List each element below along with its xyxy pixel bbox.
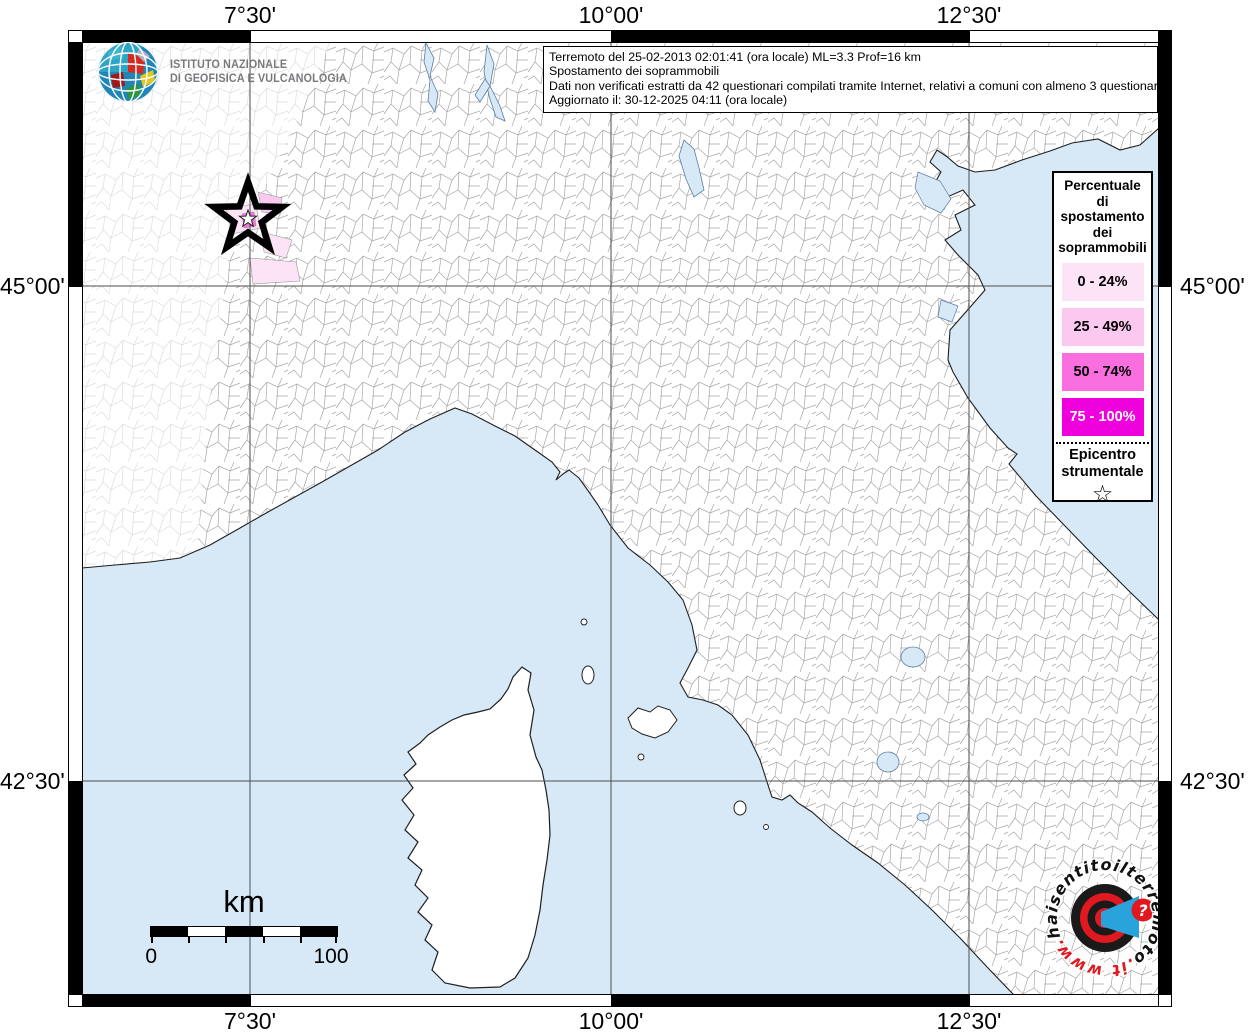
legend-class-25-49: 25 - 49% [1061,307,1144,346]
ingv-logo: ISTITUTO NAZIONALE DI GEOFISICA E VULCAN… [96,40,360,104]
neatline-segment [969,30,1159,43]
axis-label-bottom-lon3: 12°30' [936,1008,1002,1034]
axis-label-left-lat1: 45°00' [0,273,65,299]
axis-label-left-lat2: 42°30' [0,768,65,794]
neatline-segment [68,781,83,994]
region-france-sparse [82,43,330,566]
lake-vico [916,812,930,822]
island-pianosa [637,753,645,761]
legend-class-75-100: 75 - 100% [1061,397,1144,436]
map-canvas: ? www.haisentitoilterremoto.it [82,43,1158,994]
neatline-segment [68,286,83,782]
axis-label-right-lat1: 45°00' [1180,273,1245,299]
event-info-box: Terremoto del 25-02-2013 02:01:41 (ora l… [543,46,1165,113]
legend-divider [1056,441,1149,444]
neatline-segment [611,994,970,1007]
neatline-corner-tl [68,30,83,43]
scale-bar: km 0 100 [145,884,348,971]
ingv-globe-icon [98,42,158,102]
axis-label-bottom-lon1: 7°30' [224,1008,276,1034]
institute-name: ISTITUTO NAZIONALE DI GEOFISICA E VULCAN… [170,58,347,86]
affected-municipality [249,257,301,285]
scale-bar-segments [150,926,338,943]
svg-text:?: ? [1138,901,1147,920]
lake-bolsena [876,751,900,773]
neatline-corner-tr [1158,30,1172,43]
axis-label-top-lon1: 7°30' [224,2,276,28]
scale-bar-unit: km [223,884,265,919]
island-corsica [401,666,551,989]
neatline-segment [250,994,612,1007]
lake-garda [678,139,705,198]
institute-name-line2: DI GEOFISICA E VULCANOLOGIA [170,73,347,85]
scale-bar-end-label: 100 [313,945,349,968]
island-giglio [733,800,747,816]
epicenter-legend-label-line1: Epicentro [1069,446,1136,463]
legend-class-0-24: 0 - 24% [1061,262,1144,301]
lake-maggiore [423,43,439,114]
epicenter-legend-label-line2: strumentale [1061,463,1144,480]
neatline-segment [1158,286,1172,782]
neatline-segment [611,30,970,43]
island-capraia [581,665,595,685]
lagoon-venezia [914,171,952,214]
neatline-segment [82,994,251,1007]
axis-label-top-lon3: 12°30' [936,2,1002,28]
lake-trasimeno [900,646,926,668]
event-summary-line: Terremoto del 25-02-2013 02:01:41 (ora l… [549,50,921,64]
lagoon-comacchio [937,299,959,323]
axis-label-top-lon2: 10°00' [578,2,644,28]
data-disclaimer-line: Dati non verificati estratti da 42 quest… [549,78,1165,93]
epicenter-legend-star-icon: ☆ [1091,480,1114,508]
lake-como-branch [474,78,491,103]
epicenter-star-icon [204,172,292,256]
legend-title: Percentuale di spostamento dei soprammob… [1058,178,1147,255]
updated-at-line: Aggiornato il: 30-12-2025 04:11 (ora loc… [549,93,788,108]
neatline-corner-bl [68,994,83,1007]
neatline-segment [1158,781,1172,994]
megaphone-icon [1101,896,1139,938]
neatline-segment [969,994,1159,1007]
legend-panel: Percentuale di spostamento dei soprammob… [1052,171,1153,506]
sea-tyrrhenian [82,407,1014,994]
neatline-corner-br [1158,994,1172,1007]
island-gorgona [580,618,588,626]
legend-class-50-74: 50 - 74% [1061,352,1144,391]
island-elba [627,705,678,739]
neatline-segment [68,43,83,287]
graticule [82,43,1158,994]
scale-bar-start-label: 0 [145,945,158,968]
map-subject-line: Spostamento dei soprammobili [549,64,720,79]
axis-label-bottom-lon2: 10°00' [578,1008,644,1034]
island-montecristo [763,824,769,830]
institute-name-line1: ISTITUTO NAZIONALE [170,59,288,71]
axis-label-right-lat2: 42°30' [1180,768,1245,794]
question-mark-icon: ? [1131,898,1155,922]
